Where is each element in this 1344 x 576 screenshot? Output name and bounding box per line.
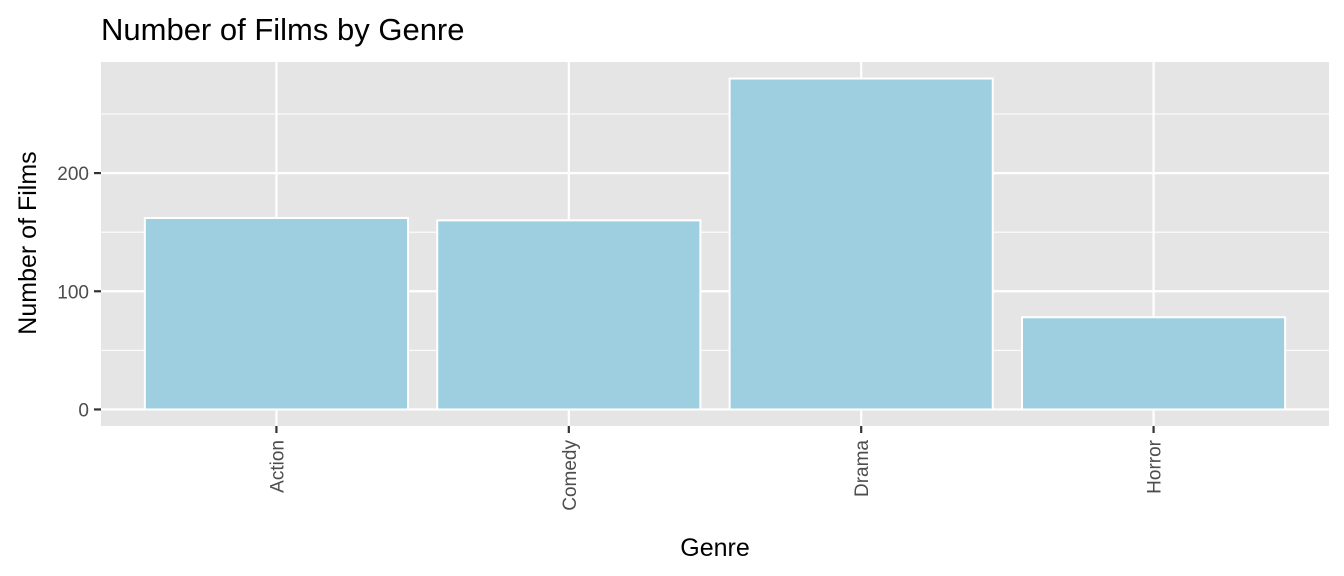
bars	[143, 77, 1287, 411]
x-tick-label: Action	[267, 440, 288, 493]
x-tick-label: Drama	[852, 440, 873, 497]
bar-drama	[728, 77, 994, 411]
y-tick-label: 200	[57, 164, 89, 185]
x-tick-label: Comedy	[560, 440, 581, 511]
y-axis: 0 100 200	[57, 164, 101, 421]
chart-title: Number of Films by Genre	[101, 12, 465, 47]
bar-action	[143, 217, 409, 411]
x-axis-title: Genre	[680, 534, 749, 562]
y-axis-title: Number of Films	[14, 151, 42, 334]
x-tick-label: Horror	[1145, 439, 1166, 494]
y-tick-label: 0	[78, 400, 89, 421]
y-tick-label: 100	[57, 282, 89, 303]
x-axis: Action Comedy Drama Horror	[267, 426, 1166, 511]
bar-comedy	[436, 219, 702, 411]
bar-horror	[1021, 316, 1287, 411]
